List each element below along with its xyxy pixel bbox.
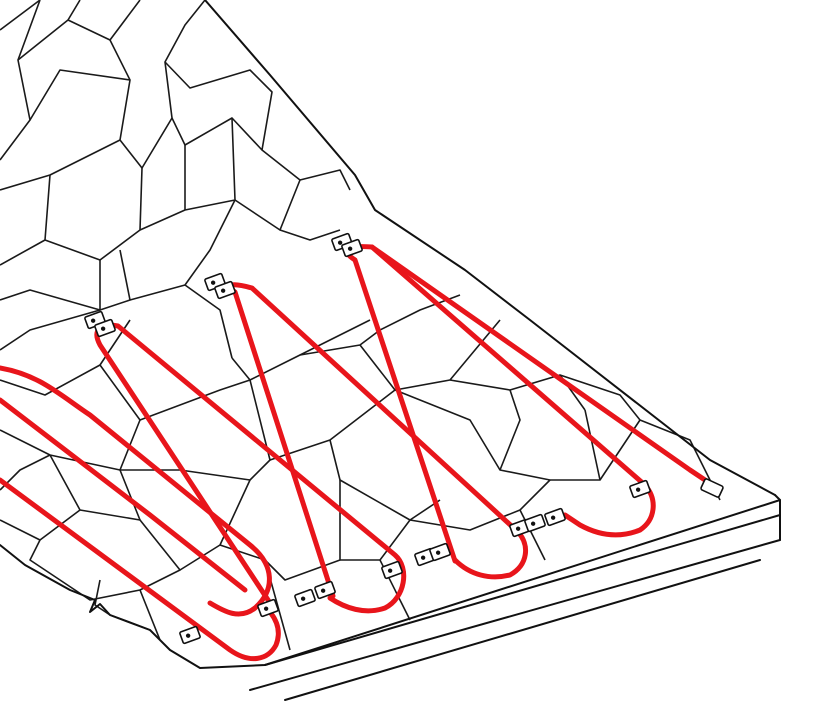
cable-clip bbox=[381, 560, 403, 580]
heating-cable-run-7 bbox=[369, 244, 708, 483]
cable-end-cap bbox=[700, 478, 724, 498]
cable-clip bbox=[629, 479, 651, 499]
cable-clips bbox=[84, 232, 651, 645]
cable-clip bbox=[314, 580, 336, 600]
heating-cable-run-2 bbox=[0, 397, 248, 593]
cable-clip bbox=[524, 513, 546, 533]
roof-tile-pattern bbox=[0, 0, 721, 651]
cable-clip bbox=[429, 542, 451, 562]
heating-cable-run-3 bbox=[0, 477, 281, 662]
cable-clip bbox=[294, 588, 316, 608]
cable-clip bbox=[341, 238, 363, 258]
heating-cable-run-1 bbox=[0, 365, 272, 617]
heating-cable-run-4 bbox=[94, 322, 407, 614]
cable-clip bbox=[179, 625, 201, 645]
cable-clip bbox=[544, 507, 566, 527]
roof-outline bbox=[0, 0, 781, 701]
cable-clip bbox=[257, 598, 279, 618]
cable-clip bbox=[94, 318, 116, 338]
cable-clip bbox=[214, 280, 236, 300]
